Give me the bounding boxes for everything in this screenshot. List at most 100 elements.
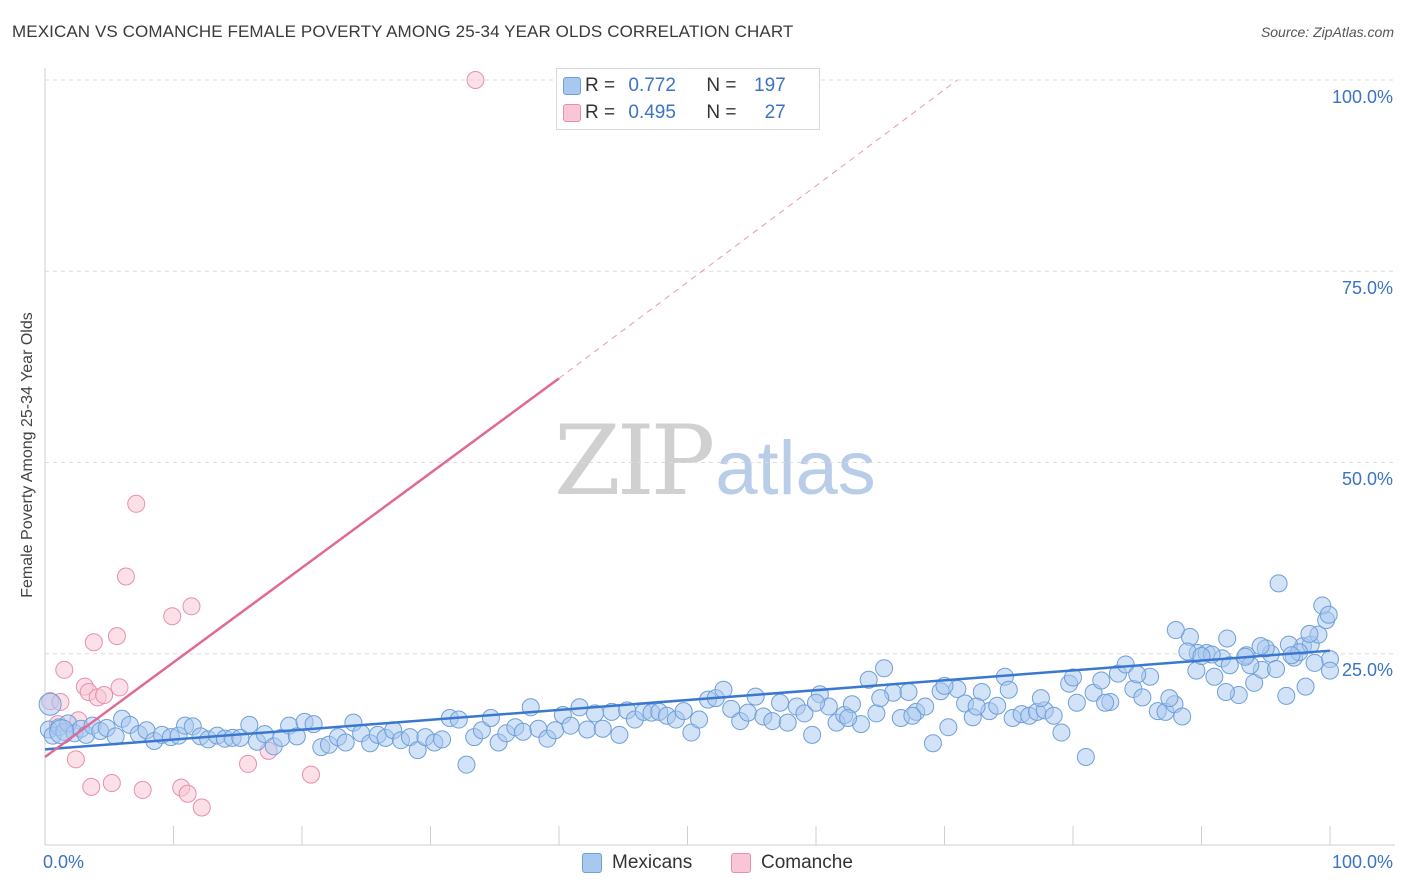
n-value: 27 — [764, 102, 786, 123]
comanche-point — [95, 686, 114, 705]
mexicans-point — [746, 687, 765, 706]
mexicans-point — [1300, 624, 1319, 643]
mexicans-point — [807, 693, 825, 712]
comanche-point — [82, 777, 101, 796]
n-label: N = — [706, 75, 742, 96]
legend-label: Comanche — [761, 852, 853, 873]
legend-swatch-mexicans — [582, 853, 602, 873]
mexicans-point — [38, 692, 62, 716]
mexicans-point — [457, 755, 476, 774]
mexicans-point — [546, 721, 565, 740]
mexicans-point — [722, 699, 741, 718]
mexicans-point — [988, 696, 1007, 715]
mexicans-point — [923, 734, 942, 753]
chart-title: MEXICAN VS COMANCHE FEMALE POVERTY AMONG… — [12, 22, 794, 41]
legend-row-mexicans: R = 0.772 N = 197 — [563, 73, 786, 99]
mexicans-point — [1067, 693, 1086, 712]
mexicans-point — [1096, 693, 1115, 712]
watermark: ZIPatlas — [554, 405, 876, 517]
r-value: 0.495 — [628, 102, 676, 123]
mexicans-point — [795, 704, 814, 723]
mexicans-point — [1031, 689, 1050, 708]
comanche-point — [192, 798, 211, 817]
comanche-trend-extension — [558, 79, 958, 379]
comanche-point — [107, 627, 126, 646]
mexicans-point — [875, 659, 894, 678]
comanche-point — [163, 607, 182, 626]
comanche-point — [66, 750, 85, 769]
n-label: N = — [706, 102, 742, 123]
mexicans-point — [336, 733, 355, 752]
mexicans-trend-line — [44, 649, 1331, 751]
legend-label: Mexicans — [612, 852, 693, 873]
mexicans-point — [433, 730, 452, 749]
mexicans-point — [778, 713, 797, 732]
mexicans-point — [1044, 706, 1063, 725]
mexicans-point — [561, 716, 580, 735]
mexicans-point — [49, 719, 75, 745]
comanche-point — [466, 71, 485, 89]
x-tick-label: 100.0% — [1331, 852, 1393, 872]
legend-row-comanche: R = 0.495 N = 27 — [563, 100, 786, 126]
mexicans-point — [939, 718, 958, 737]
mexicans-point — [514, 722, 533, 741]
r-label: R = — [585, 102, 621, 123]
comanche-trend-line — [44, 377, 560, 759]
mexicans-point — [916, 697, 935, 716]
y-tick-label: 100.0% — [1331, 87, 1393, 107]
mexicans-point — [1173, 707, 1192, 726]
legend-swatch-comanche — [563, 104, 581, 122]
mexicans-point — [1128, 665, 1147, 684]
mexicans-point — [1251, 637, 1270, 656]
mexicans-point — [578, 720, 597, 739]
y-tick-label: 50.0% — [1341, 469, 1393, 489]
mexicans-point — [1269, 574, 1288, 593]
mexicans-point — [1319, 605, 1338, 624]
mexicans-point — [481, 709, 500, 728]
comanche-point — [182, 597, 201, 616]
mexicans-point — [449, 710, 468, 729]
mexicans-point — [1076, 748, 1095, 767]
mexicans-point — [1296, 677, 1315, 696]
mexicans-point — [1218, 629, 1237, 648]
mexicans-point — [610, 725, 629, 744]
legend-item-comanche: Comanche — [731, 852, 853, 874]
mexicans-point — [1321, 661, 1339, 680]
comanche-point — [55, 660, 74, 679]
legend-swatch-comanche — [731, 853, 751, 873]
mexicans-point — [287, 727, 306, 746]
x-tick-label: 0.0% — [43, 852, 85, 872]
mexicans-point — [903, 706, 922, 725]
mexicans-point — [1052, 723, 1071, 742]
mexicans-point — [1305, 653, 1324, 672]
mexicans-point — [859, 670, 878, 689]
mexicans-point — [1220, 656, 1239, 675]
mexicans-point — [867, 704, 886, 723]
mexicans-point — [1064, 668, 1082, 687]
comanche-point — [178, 784, 197, 803]
watermark-zip: ZIP — [554, 405, 715, 517]
legend-swatch-mexicans — [563, 77, 581, 95]
comanche-point — [301, 765, 320, 784]
mexicans-point — [240, 715, 259, 734]
mexicans-point — [899, 683, 918, 701]
mexicans-point — [1267, 660, 1286, 679]
y-tick-label: 25.0% — [1341, 660, 1393, 680]
comanche-point — [133, 780, 152, 799]
mexicans-point — [803, 725, 822, 744]
mexicans-point — [871, 689, 890, 708]
legend-series: Mexicans Comanche — [0, 852, 1406, 878]
mexicans-point — [771, 693, 790, 712]
comanche-point — [116, 567, 135, 586]
r-value: 0.772 — [628, 75, 676, 96]
r-label: R = — [585, 75, 621, 96]
comanche-point — [110, 678, 129, 697]
mexicans-point — [690, 710, 709, 729]
mexicans-point — [1277, 686, 1296, 705]
comanche-point — [102, 774, 121, 793]
mexicans-point — [967, 697, 986, 716]
mexicans-point — [1133, 688, 1152, 707]
legend-stats: R = 0.772 N = 197 R = 0.495 N = 27 — [556, 68, 820, 130]
mexicans-point — [839, 709, 858, 728]
